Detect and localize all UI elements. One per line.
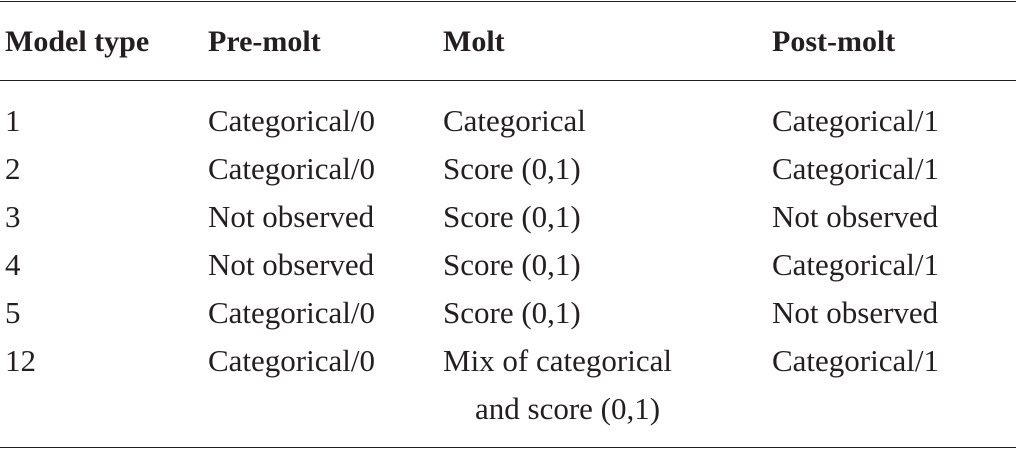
- cell-molt: Mix of categorical and score (0,1): [443, 337, 743, 433]
- cell-molt: Categorical: [443, 103, 586, 138]
- cell-molt: Score (0,1): [443, 247, 581, 282]
- cell-pre-molt: Categorical/0: [208, 103, 375, 138]
- cell-molt-line-2: and score (0,1): [475, 391, 661, 426]
- header-model-type: Model type: [5, 25, 150, 58]
- cell-pre-molt: Not observed: [208, 199, 375, 234]
- table-header-rule: [0, 80, 1016, 81]
- header-molt: Molt: [443, 25, 505, 58]
- cell-molt: Score (0,1): [443, 295, 581, 330]
- cell-molt-line-1: Mix of categorical: [443, 343, 672, 378]
- cell-model-type: 3: [5, 199, 21, 234]
- cell-model-type: 4: [5, 247, 21, 282]
- cell-model-type: 1: [5, 103, 21, 138]
- cell-post-molt: Not observed: [772, 199, 939, 234]
- cell-pre-molt: Categorical/0: [208, 343, 375, 378]
- table-bottom-rule: [0, 447, 1016, 448]
- cell-model-type: 2: [5, 151, 21, 186]
- cell-post-molt: Categorical/1: [772, 103, 939, 138]
- cell-pre-molt: Categorical/0: [208, 295, 375, 330]
- cell-post-molt: Not observed: [772, 295, 939, 330]
- cell-model-type: 5: [5, 295, 21, 330]
- cell-model-type: 12: [5, 343, 36, 378]
- cell-molt: Score (0,1): [443, 199, 581, 234]
- cell-post-molt: Categorical/1: [772, 247, 939, 282]
- table-top-rule: [0, 1, 1016, 2]
- header-post-molt: Post-molt: [772, 25, 896, 58]
- cell-molt: Score (0,1): [443, 151, 581, 186]
- cell-post-molt: Categorical/1: [772, 343, 939, 378]
- header-pre-molt: Pre-molt: [208, 25, 321, 58]
- cell-pre-molt: Categorical/0: [208, 151, 375, 186]
- cell-post-molt: Categorical/1: [772, 151, 939, 186]
- cell-pre-molt: Not observed: [208, 247, 375, 282]
